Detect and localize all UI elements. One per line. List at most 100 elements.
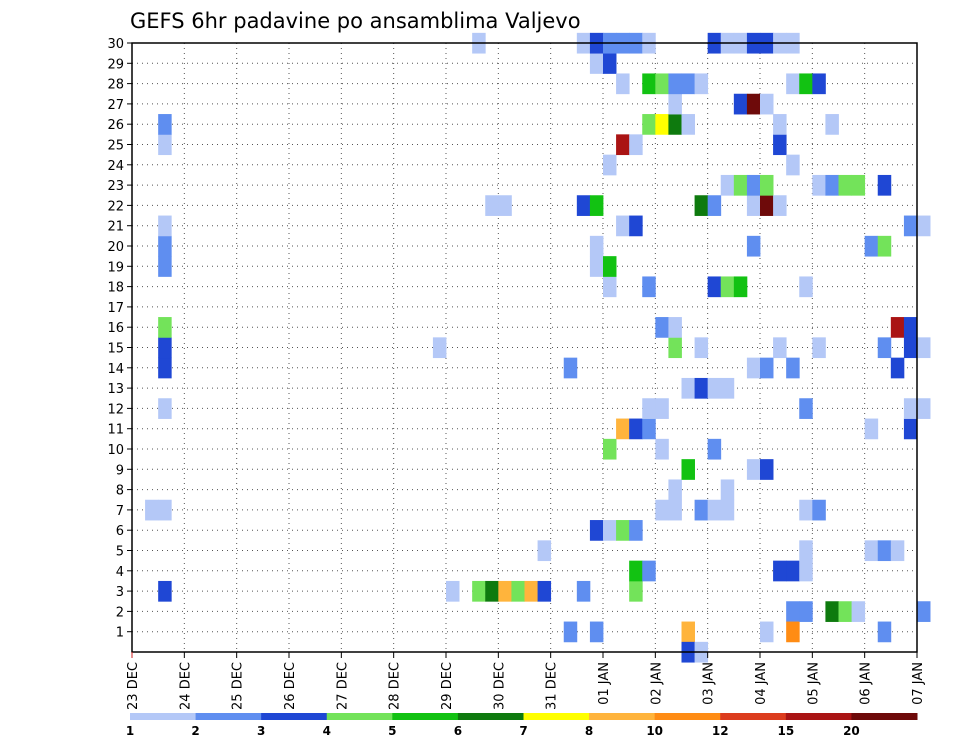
cell bbox=[498, 195, 512, 216]
cell bbox=[786, 601, 800, 622]
cell bbox=[145, 499, 159, 521]
cell bbox=[694, 377, 709, 399]
y-tick-label: 6 bbox=[116, 524, 124, 539]
cell bbox=[603, 256, 617, 277]
cell bbox=[877, 540, 892, 562]
cell bbox=[707, 276, 722, 298]
legend-swatch bbox=[261, 713, 328, 720]
x-tick-label: 05 JAN bbox=[806, 662, 821, 705]
cell bbox=[576, 580, 591, 602]
x-tick-label: 03 JAN bbox=[702, 662, 717, 705]
x-tick-label: 31 DEC bbox=[545, 662, 560, 710]
cell bbox=[707, 438, 722, 460]
x-tick-label: 29 DEC bbox=[440, 662, 455, 710]
cell bbox=[917, 601, 931, 622]
cell bbox=[746, 459, 761, 480]
y-tick-label: 8 bbox=[116, 484, 124, 499]
cell bbox=[655, 114, 669, 135]
x-axis: 23 DEC 24 DEC 25 DEC 26 DEC 27 DEC 28 DEC 29 D… bbox=[126, 652, 926, 710]
cell bbox=[864, 540, 879, 562]
cell bbox=[825, 114, 839, 135]
cell bbox=[760, 357, 774, 379]
cell bbox=[158, 235, 172, 257]
cell bbox=[799, 73, 813, 95]
cell bbox=[707, 377, 722, 399]
cell bbox=[773, 560, 787, 582]
cell bbox=[786, 357, 800, 379]
legend-label: 10 bbox=[646, 724, 663, 738]
legend-label: 3 bbox=[257, 724, 265, 738]
cell bbox=[616, 134, 630, 156]
cell bbox=[576, 195, 591, 216]
cell bbox=[642, 560, 656, 582]
cell bbox=[786, 73, 800, 95]
cell bbox=[890, 317, 905, 338]
legend-label: 4 bbox=[323, 724, 331, 738]
y-tick-label: 14 bbox=[107, 362, 124, 377]
y-tick-label: 4 bbox=[116, 565, 124, 580]
cell bbox=[629, 134, 643, 156]
legend-label: 1 bbox=[126, 724, 134, 738]
cell bbox=[825, 174, 839, 196]
cell bbox=[720, 499, 735, 521]
cell bbox=[158, 215, 172, 237]
legend-swatch bbox=[720, 713, 787, 720]
chart-title: GEFS 6hr padavine po ansamblima Valjevo bbox=[130, 9, 581, 33]
cell bbox=[668, 93, 682, 115]
cell bbox=[799, 560, 813, 582]
cell bbox=[786, 154, 800, 176]
cell bbox=[158, 357, 172, 379]
legend-swatch bbox=[589, 713, 656, 720]
cell bbox=[158, 256, 172, 277]
cell bbox=[733, 174, 748, 196]
x-tick-label: 07 JAN bbox=[911, 662, 926, 705]
cell bbox=[642, 114, 656, 135]
legend-swatch bbox=[195, 713, 262, 720]
cell bbox=[851, 174, 866, 196]
cell bbox=[158, 317, 172, 338]
cell bbox=[158, 337, 172, 359]
y-tick-label: 23 bbox=[107, 179, 124, 194]
cell bbox=[786, 560, 800, 582]
legend-swatch bbox=[851, 713, 918, 720]
cell bbox=[681, 73, 695, 95]
cell bbox=[903, 418, 918, 440]
y-tick-label: 15 bbox=[107, 342, 124, 357]
cell bbox=[655, 499, 669, 521]
legend-swatch bbox=[457, 713, 524, 720]
legend-label: 7 bbox=[519, 724, 527, 738]
x-tick-label: 02 JAN bbox=[649, 662, 664, 705]
cell bbox=[812, 499, 826, 521]
cell bbox=[485, 195, 499, 216]
legend-label: 15 bbox=[777, 724, 794, 738]
legend-label: 20 bbox=[843, 724, 860, 738]
cell bbox=[446, 580, 460, 602]
x-tick-label: 06 JAN bbox=[859, 662, 874, 705]
cell bbox=[707, 499, 722, 521]
cell bbox=[760, 174, 774, 196]
cell bbox=[668, 317, 682, 338]
cell bbox=[432, 337, 447, 359]
cell bbox=[720, 174, 735, 196]
cell bbox=[537, 580, 552, 602]
cell bbox=[681, 621, 695, 643]
cell bbox=[642, 398, 656, 419]
cell bbox=[746, 195, 761, 216]
cell bbox=[158, 134, 172, 156]
y-tick-label: 17 bbox=[107, 301, 124, 316]
cell bbox=[746, 93, 761, 115]
color-legend: 1 2 3 4 5 6 7 8 10 12 15 20 bbox=[126, 713, 918, 738]
y-tick-label: 19 bbox=[107, 260, 124, 275]
y-axis: 1234567891011121314151617181920212223242… bbox=[107, 37, 132, 641]
cell bbox=[668, 114, 682, 135]
cell bbox=[158, 398, 172, 419]
cell bbox=[589, 256, 604, 277]
cell bbox=[877, 337, 892, 359]
legend-label: 5 bbox=[388, 724, 396, 738]
cell bbox=[864, 418, 879, 440]
y-tick-label: 21 bbox=[107, 220, 124, 235]
cell bbox=[603, 276, 617, 298]
y-tick-label: 18 bbox=[107, 281, 124, 296]
cell bbox=[720, 276, 735, 298]
legend-swatch bbox=[785, 713, 852, 720]
